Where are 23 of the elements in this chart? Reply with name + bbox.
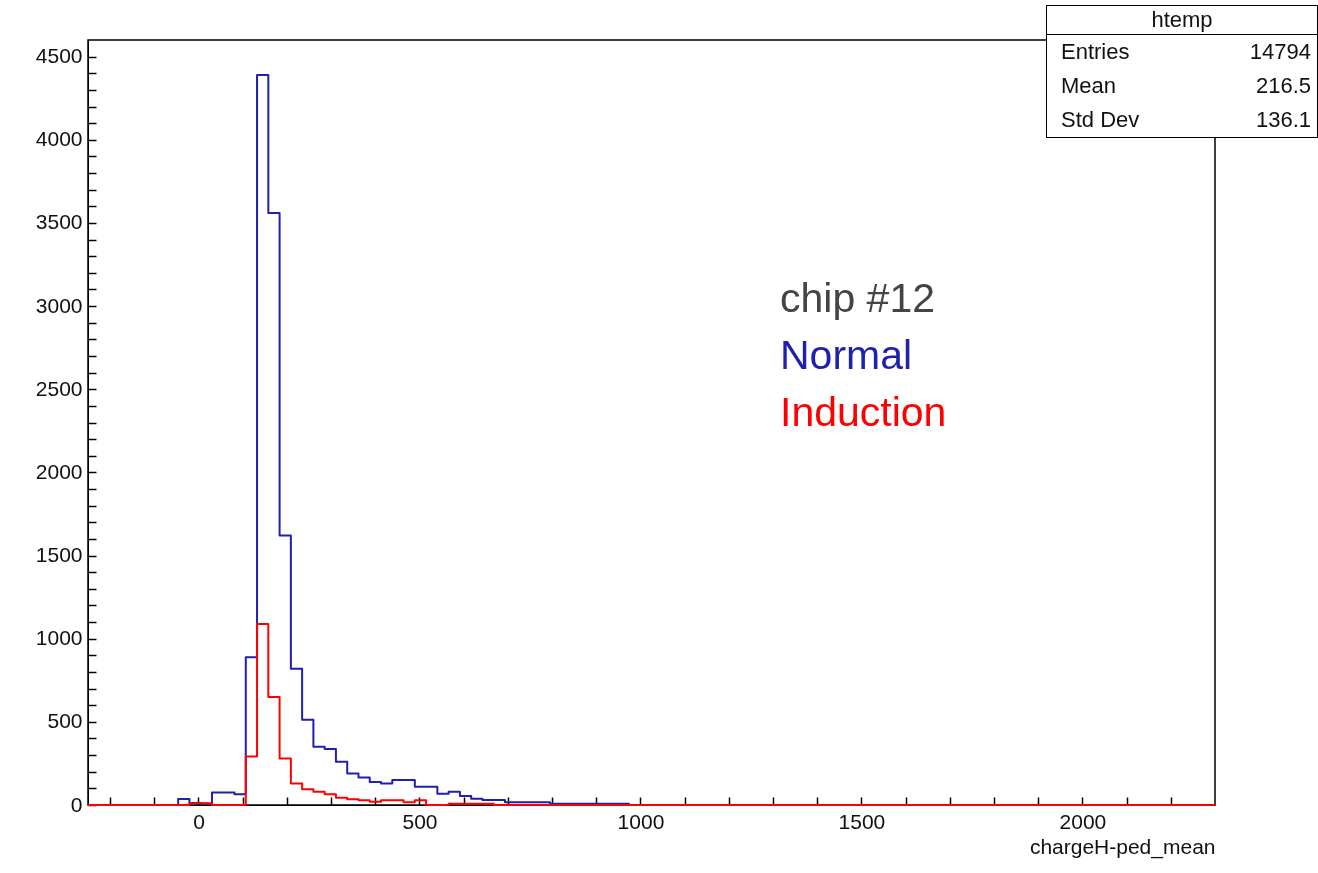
x-tick-label: 1000 xyxy=(617,809,665,833)
x-tick-label: 500 xyxy=(402,809,438,833)
statistics-box: htemp Entries 14794 Mean 216.5 Std Dev 136.1 xyxy=(1046,5,1318,138)
x-tick-label: 2000 xyxy=(1059,809,1107,833)
x-tick-label: 0 xyxy=(193,809,205,833)
annotation: Std Dev xyxy=(1061,107,1140,133)
y-tick-label: 1000 xyxy=(35,626,83,650)
x-axis-title: chargeH-ped_mean xyxy=(1029,834,1216,859)
text: Induction xyxy=(780,389,947,435)
annotation: Entries xyxy=(1061,39,1130,65)
y-tick-label: 4000 xyxy=(35,127,83,151)
y-tick-label: 2500 xyxy=(35,376,83,400)
text: Normal xyxy=(780,332,913,378)
y-tick-label: 1500 xyxy=(35,543,83,567)
annotation: Mean xyxy=(1061,73,1117,99)
y-tick-label: 500 xyxy=(47,709,83,733)
y-tick-label: 3000 xyxy=(35,293,83,317)
annotation: chip #12 xyxy=(780,275,936,321)
y-tick-label: 4500 xyxy=(35,44,83,68)
y-tick-label: 3500 xyxy=(35,210,83,234)
x-tick-label: 1500 xyxy=(838,809,886,833)
y-tick-label: 0 xyxy=(70,792,83,816)
y-tick-label: 2000 xyxy=(35,459,83,483)
